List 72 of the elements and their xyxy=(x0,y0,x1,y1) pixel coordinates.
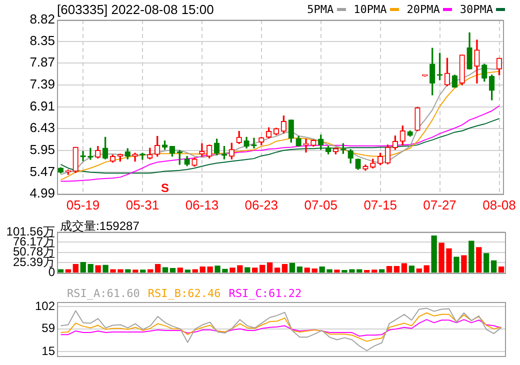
chart-title: [603335] 2022-08-08 15:00 xyxy=(57,2,214,17)
bar xyxy=(416,268,422,273)
legend-label: 20PMA xyxy=(406,3,440,16)
bar xyxy=(289,262,296,273)
bar xyxy=(454,256,460,273)
x-tick-label: 07-15 xyxy=(364,197,397,212)
bar xyxy=(312,268,318,273)
bar xyxy=(252,268,258,273)
annotation: S xyxy=(161,181,170,195)
x-tick-label: 05-19 xyxy=(66,197,100,212)
series-label: RSI_A:61.60 xyxy=(67,287,140,300)
y-tick-label: 7.39 xyxy=(30,76,55,92)
chart-title: 成交量:159287 xyxy=(60,218,140,235)
bar xyxy=(282,264,288,273)
bar xyxy=(424,265,430,273)
y-tick-label: 6.91 xyxy=(30,98,55,114)
bar xyxy=(490,260,497,273)
legend-label: 5PMA xyxy=(307,3,334,16)
bar xyxy=(274,268,280,273)
x-tick-label: 08-08 xyxy=(482,197,516,212)
x-tick-label: 06-13 xyxy=(185,197,219,212)
y-tick-label: 5.47 xyxy=(30,164,55,179)
x-tick-label: 06-23 xyxy=(244,197,278,212)
bar xyxy=(476,247,482,273)
bar xyxy=(296,266,302,273)
bar xyxy=(154,264,161,273)
legend-label: 30PMA xyxy=(460,3,493,16)
bar xyxy=(80,262,86,273)
y-tick-label: 59 xyxy=(42,321,56,336)
x-tick-label: 05-31 xyxy=(126,197,160,212)
bar xyxy=(140,270,146,273)
y-tick-label: 4.99 xyxy=(30,186,55,201)
y-tick-label: 7.87 xyxy=(30,54,55,70)
bar xyxy=(125,269,131,273)
bar xyxy=(177,268,184,273)
candlestick xyxy=(199,143,205,157)
bar xyxy=(244,267,250,273)
bar xyxy=(484,253,490,273)
bar xyxy=(162,267,168,273)
legend-label: 10PMA xyxy=(354,3,387,16)
text: RSI_B:62.46 xyxy=(148,287,221,300)
bar xyxy=(72,264,78,273)
bar xyxy=(408,266,414,273)
bar xyxy=(88,264,94,273)
bar xyxy=(334,270,340,273)
y-tick-label: 15 xyxy=(42,344,56,358)
y-tick-label: 102 xyxy=(34,298,56,313)
y-tick-label: 101.56万 xyxy=(6,224,55,238)
bar xyxy=(431,236,437,273)
bar xyxy=(468,240,474,273)
bar xyxy=(132,270,138,273)
bar xyxy=(461,255,467,273)
bar xyxy=(102,264,108,273)
bar xyxy=(304,268,310,273)
bar xyxy=(372,270,378,273)
bar xyxy=(184,270,190,273)
bar xyxy=(364,270,370,273)
y-tick-label: 5.95 xyxy=(30,142,55,157)
bar xyxy=(266,262,273,273)
y-tick-label: 6.43 xyxy=(30,120,55,136)
bar xyxy=(260,264,266,273)
bar xyxy=(170,268,176,273)
text: RSI_C:61.22 xyxy=(228,287,302,300)
x-tick-label: 07-05 xyxy=(304,197,338,212)
x-tick-label: 07-27 xyxy=(423,197,456,212)
bar xyxy=(498,266,504,273)
bar xyxy=(95,265,101,273)
bar xyxy=(401,263,408,273)
y-tick-label: 8.82 xyxy=(30,12,55,27)
bar xyxy=(386,266,392,273)
bar xyxy=(394,266,400,273)
y-tick-label: 8.35 xyxy=(30,32,55,48)
